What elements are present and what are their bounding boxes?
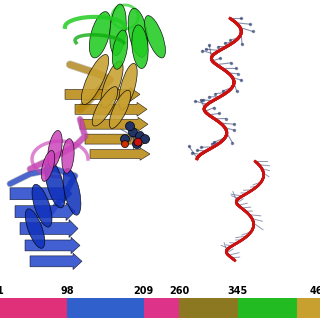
- FancyArrow shape: [75, 102, 147, 116]
- Ellipse shape: [145, 16, 165, 58]
- FancyArrow shape: [25, 237, 80, 254]
- Ellipse shape: [32, 184, 52, 227]
- FancyArrow shape: [10, 185, 72, 203]
- FancyArrow shape: [30, 253, 82, 269]
- Text: 260: 260: [169, 286, 189, 296]
- FancyArrow shape: [85, 132, 150, 146]
- Ellipse shape: [128, 8, 148, 57]
- Text: 1: 1: [0, 286, 4, 296]
- Circle shape: [122, 140, 129, 148]
- Ellipse shape: [62, 139, 74, 173]
- Ellipse shape: [41, 150, 55, 181]
- Bar: [238, 298, 297, 318]
- Ellipse shape: [92, 87, 118, 126]
- Ellipse shape: [89, 12, 111, 58]
- Bar: [67, 298, 144, 318]
- Ellipse shape: [25, 209, 45, 248]
- Ellipse shape: [112, 30, 128, 69]
- Circle shape: [132, 140, 141, 148]
- FancyArrow shape: [20, 220, 78, 237]
- Ellipse shape: [119, 63, 137, 109]
- FancyArrow shape: [65, 87, 140, 101]
- FancyArrow shape: [80, 117, 148, 131]
- Ellipse shape: [110, 4, 126, 56]
- Ellipse shape: [109, 90, 131, 128]
- Circle shape: [135, 132, 145, 140]
- Ellipse shape: [45, 160, 65, 208]
- FancyArrow shape: [15, 203, 75, 220]
- FancyArrow shape: [90, 148, 150, 160]
- Bar: [0, 298, 67, 318]
- Circle shape: [129, 128, 138, 137]
- Circle shape: [140, 135, 149, 144]
- Circle shape: [121, 135, 130, 144]
- Ellipse shape: [132, 25, 148, 68]
- Bar: [144, 298, 179, 318]
- Ellipse shape: [81, 54, 109, 105]
- Bar: [179, 298, 238, 318]
- Text: 345: 345: [228, 286, 248, 296]
- Ellipse shape: [63, 168, 81, 215]
- Text: 464: 464: [310, 286, 320, 296]
- Text: 209: 209: [134, 286, 154, 296]
- Ellipse shape: [48, 131, 62, 168]
- Bar: [297, 298, 320, 318]
- Ellipse shape: [101, 61, 123, 108]
- Text: 98: 98: [60, 286, 74, 296]
- Circle shape: [125, 122, 134, 131]
- Circle shape: [134, 138, 142, 146]
